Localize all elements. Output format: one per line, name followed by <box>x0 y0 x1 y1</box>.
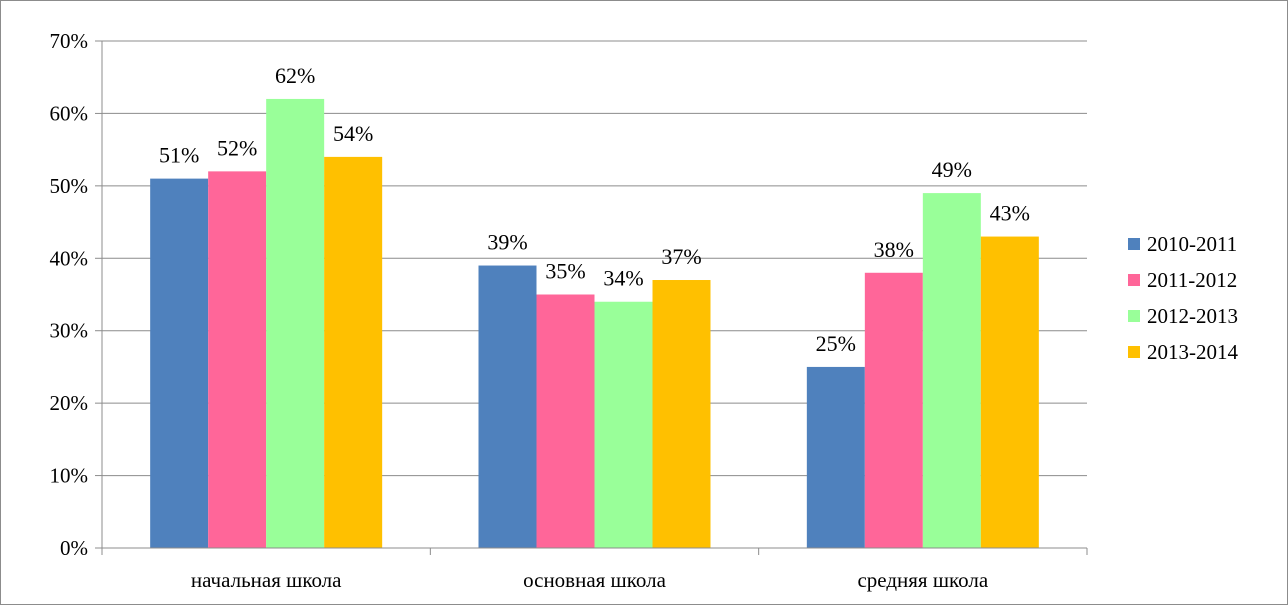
category-label: основная школа <box>523 568 666 592</box>
data-label: 43% <box>990 201 1030 226</box>
data-label: 35% <box>545 259 585 284</box>
bar-2013-2014-0 <box>324 156 383 548</box>
y-tick-label: 20% <box>50 391 89 415</box>
data-label: 37% <box>661 244 701 269</box>
bar-2013-2014-2 <box>980 236 1039 549</box>
bar-2010-2011-0 <box>150 178 209 548</box>
category-label: начальная школа <box>191 568 342 592</box>
data-label: 38% <box>874 237 914 262</box>
data-label: 62% <box>275 63 315 88</box>
bar-2010-2011-2 <box>806 366 865 548</box>
category-label: средняя школа <box>857 568 988 592</box>
y-tick-label: 0% <box>60 536 88 560</box>
bar-2012-2013-0 <box>266 98 325 548</box>
legend-label: 2012-2013 <box>1147 304 1238 328</box>
y-tick-label: 70% <box>50 29 89 53</box>
bars <box>150 98 1039 549</box>
data-label: 54% <box>333 121 373 146</box>
bar-2012-2013-2 <box>922 193 981 548</box>
legend-label: 2010-2011 <box>1147 232 1237 256</box>
y-tick-label: 30% <box>50 319 89 343</box>
data-label: 52% <box>217 135 257 160</box>
data-label: 49% <box>932 157 972 182</box>
data-labels: 51% 52% 62% 54% 39% 35% 34% 37% 25% 38% 49% 43% <box>159 63 1030 356</box>
y-tick-label: 40% <box>50 246 89 270</box>
y-tick-label: 10% <box>50 464 89 488</box>
legend: 2010-2011 2011-2012 2012-2013 2013-2014 <box>1128 232 1238 364</box>
data-label: 39% <box>487 230 527 255</box>
bar-2013-2014-1 <box>652 280 711 548</box>
y-tick-label: 50% <box>50 174 89 198</box>
bar-2012-2013-1 <box>594 301 653 548</box>
bar-2011-2012-2 <box>864 272 923 548</box>
legend-swatch <box>1128 346 1140 358</box>
legend-label: 2011-2012 <box>1147 268 1237 292</box>
legend-swatch <box>1128 310 1140 322</box>
y-tick-label: 60% <box>50 101 89 125</box>
legend-label: 2013-2014 <box>1147 340 1238 364</box>
data-label: 51% <box>159 143 199 168</box>
data-label: 34% <box>603 266 643 291</box>
data-label: 25% <box>816 331 856 356</box>
legend-swatch <box>1128 274 1140 286</box>
bar-2011-2012-1 <box>536 294 595 548</box>
axes: 0% 10% 20% 30% 40% 50% 60% 70% начальная школа ос… <box>50 29 1088 592</box>
legend-swatch <box>1128 238 1140 250</box>
bar-2011-2012-0 <box>208 171 267 548</box>
bar-2010-2011-1 <box>478 265 537 548</box>
